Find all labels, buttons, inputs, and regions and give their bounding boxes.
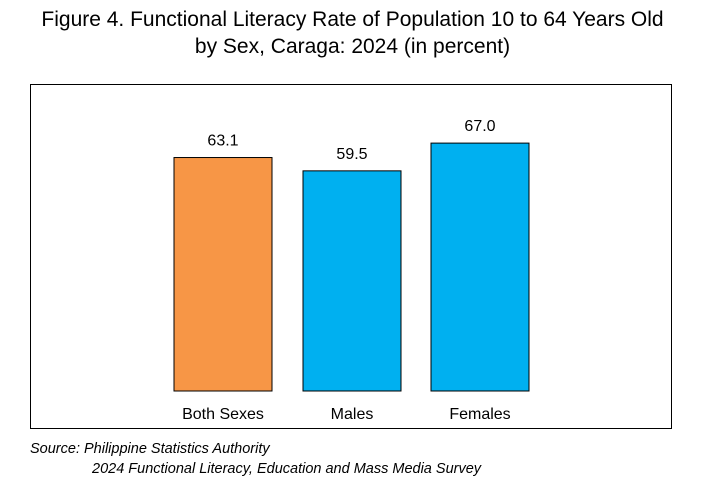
source-line-1: Source: Philippine Statistics Authority bbox=[30, 441, 270, 457]
chart-title-line-2: by Sex, Caraga: 2024 (in percent) bbox=[194, 35, 511, 58]
bar-males bbox=[302, 170, 402, 392]
source-note: Source: Philippine Statistics Authority … bbox=[30, 439, 481, 479]
category-label-males: Males bbox=[331, 406, 374, 423]
category-label-females: Females bbox=[449, 406, 510, 423]
value-label-males: 59.5 bbox=[336, 146, 367, 163]
chart-frame bbox=[30, 84, 672, 429]
value-label-females: 67.0 bbox=[464, 118, 495, 135]
chart-title: Figure 4. Functional Literacy Rate of Po… bbox=[0, 6, 705, 60]
bar-both-sexes bbox=[173, 157, 273, 392]
category-label-both-sexes: Both Sexes bbox=[182, 406, 264, 423]
chart-title-line-1: Figure 4. Functional Literacy Rate of Po… bbox=[41, 8, 664, 31]
value-label-both-sexes: 63.1 bbox=[207, 133, 238, 150]
source-line-2: 2024 Functional Literacy, Education and … bbox=[92, 461, 482, 477]
bar-females bbox=[430, 142, 530, 392]
